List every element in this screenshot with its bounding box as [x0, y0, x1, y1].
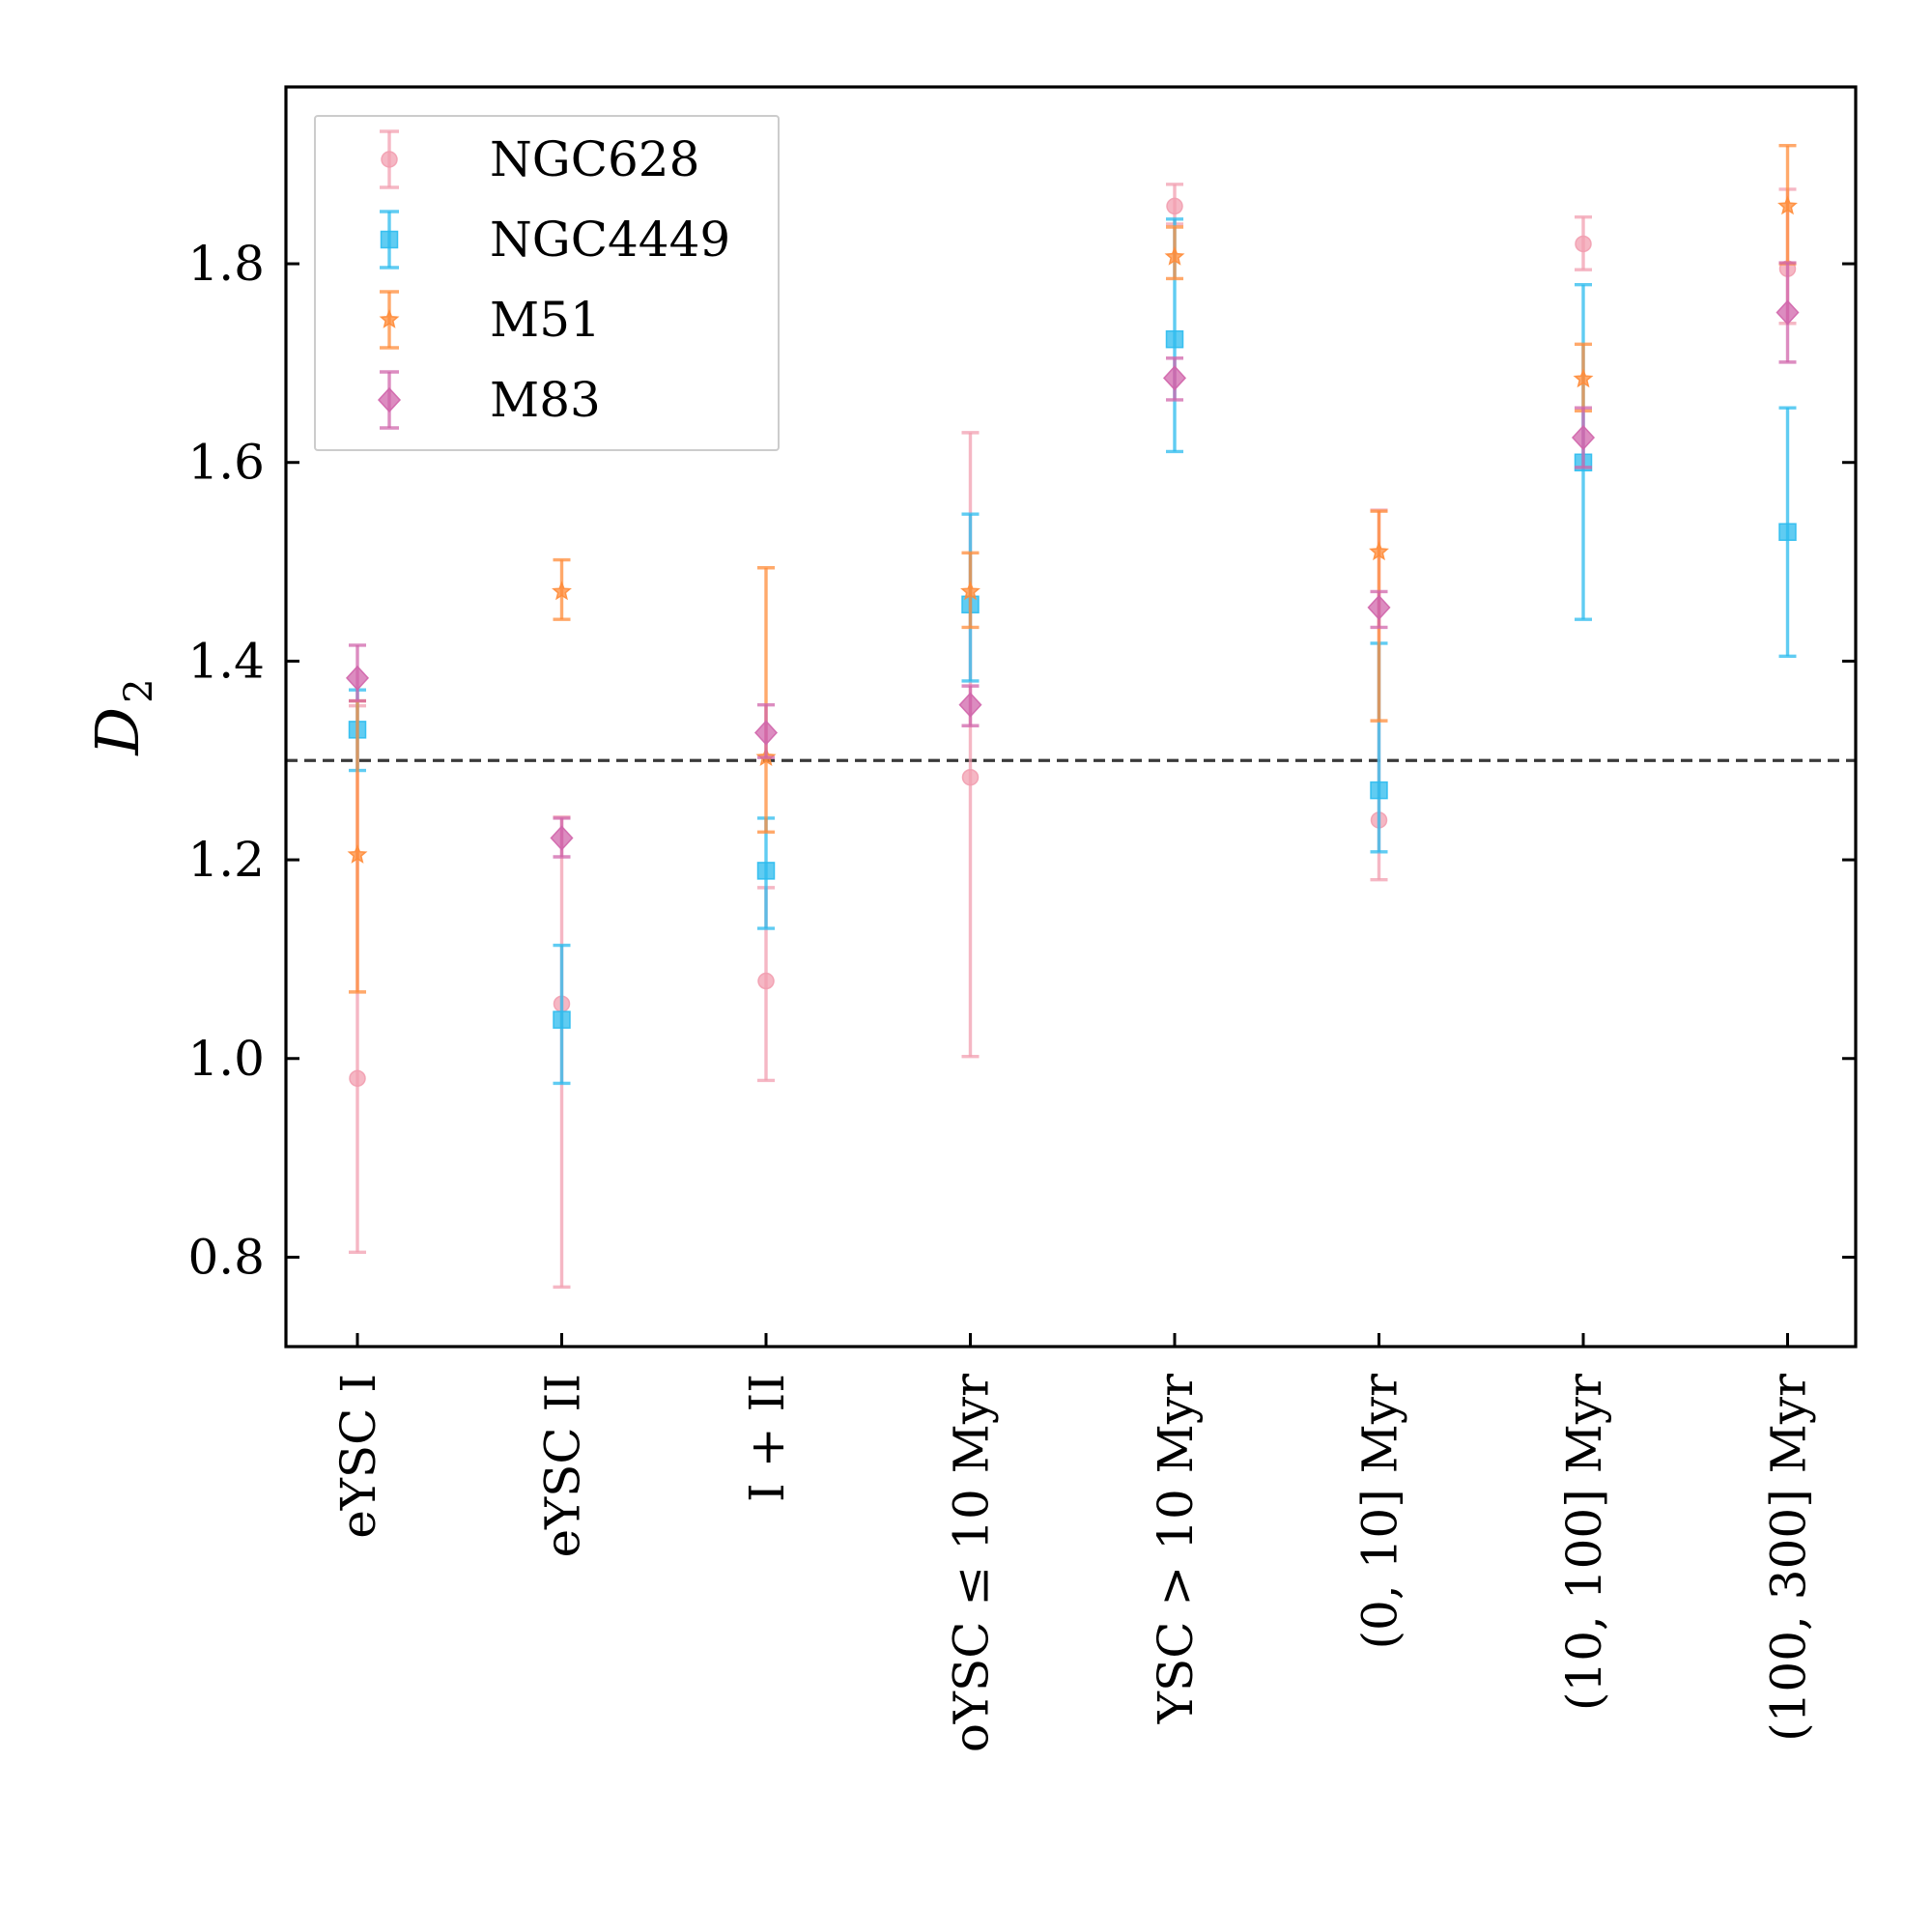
data-point-m51 [1369, 541, 1389, 561]
data-point-m51 [1164, 245, 1185, 266]
data-point-m83 [1776, 299, 1800, 326]
data-point-ngc4449 [1165, 329, 1184, 349]
x-tick-label: eYSC I [330, 1374, 386, 1539]
x-tick-label: (10, 100] Myr [1556, 1374, 1612, 1711]
x-tick-label: YSC > 10 Myr [1148, 1374, 1204, 1724]
y-axis-title: D2 [82, 678, 161, 755]
plot-frame [284, 85, 1858, 1349]
data-point-m51 [960, 581, 980, 601]
legend-label-m83: M83 [490, 372, 601, 428]
svg-text:D2: D2 [82, 678, 161, 755]
y-tick-label: 1.0 [187, 1031, 265, 1087]
legend-marker-m51 [379, 309, 400, 328]
legend-marker-ngc628 [381, 151, 398, 168]
legend-label-m51: M51 [490, 292, 601, 348]
data-point-m83 [1367, 594, 1391, 620]
data-point-m51 [1777, 195, 1798, 215]
data-point-m83 [345, 665, 370, 692]
y-tick-label: 1.8 [187, 236, 265, 292]
series-m83 [345, 261, 1800, 859]
data-point-ngc628 [757, 972, 775, 990]
data-point-m51 [347, 843, 368, 864]
y-axis: 0.8 1.0 1.2 1.4 1.6 1.8 [187, 236, 1856, 1285]
x-tick-label: oYSC ≤ 10 Myr [944, 1374, 1000, 1752]
error-bar [757, 566, 775, 834]
data-series-layer [345, 143, 1800, 1289]
y-tick-label: 1.6 [187, 435, 265, 491]
x-tick-label: I + II [739, 1374, 795, 1502]
data-point-m51 [1573, 368, 1594, 388]
data-point-ngc628 [1575, 235, 1592, 253]
legend-marker-ngc4449 [380, 230, 399, 249]
x-tick-label: (0, 10] Myr [1352, 1374, 1408, 1650]
y-axis-title-subscript: 2 [117, 678, 161, 702]
data-point-ngc628 [961, 768, 980, 786]
y-tick-label: 1.2 [187, 832, 265, 888]
x-tick-label: eYSC II [535, 1374, 591, 1558]
data-point-m83 [1162, 365, 1187, 391]
data-point-ngc4449 [1778, 523, 1797, 541]
legend-box [314, 115, 780, 451]
data-point-m83 [958, 692, 982, 718]
y-tick-label: 0.8 [187, 1229, 265, 1285]
data-point-ngc628 [349, 1069, 366, 1088]
legend-label-ngc4449: NGC4449 [490, 212, 730, 268]
data-point-m83 [1571, 424, 1596, 451]
data-point-ngc628 [1166, 197, 1183, 215]
data-point-ngc4449 [756, 862, 776, 880]
data-point-m83 [550, 825, 574, 851]
legend: NGC628 NGC4449 M51 M83 [314, 115, 780, 451]
x-tick-label: (100, 300] Myr [1761, 1374, 1817, 1742]
x-axis: eYSC I eYSC II I + II oYSC ≤ 10 Myr YSC > 10… [330, 1333, 1817, 1752]
y-tick-label: 1.4 [187, 633, 265, 689]
data-point-ngc4449 [1370, 781, 1388, 800]
data-point-ngc4449 [553, 1010, 571, 1029]
data-point-m51 [552, 581, 572, 601]
legend-label-ngc628: NGC628 [490, 131, 699, 187]
y-axis-title-main: D [82, 707, 153, 756]
legend-marker-m83 [377, 386, 402, 413]
data-point-m83 [753, 720, 779, 746]
